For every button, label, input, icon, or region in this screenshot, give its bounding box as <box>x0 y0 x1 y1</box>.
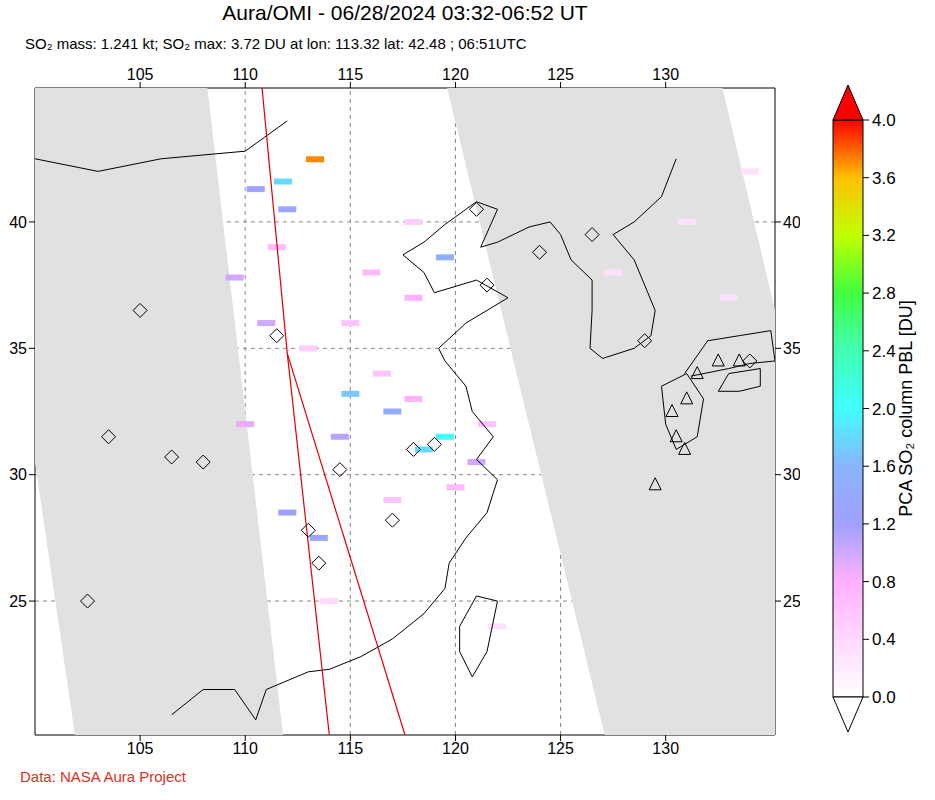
svg-text:0.4: 0.4 <box>872 630 896 649</box>
svg-text:3.6: 3.6 <box>872 169 896 188</box>
svg-text:1.2: 1.2 <box>872 515 896 534</box>
svg-text:3.2: 3.2 <box>872 226 896 245</box>
svg-text:35: 35 <box>783 340 800 357</box>
svg-text:110: 110 <box>232 740 258 757</box>
svg-text:120: 120 <box>442 740 469 757</box>
svg-text:30: 30 <box>9 466 27 483</box>
svg-text:105: 105 <box>127 740 154 757</box>
svg-text:PCA SO₂ column PBL [DU]: PCA SO₂ column PBL [DU] <box>896 300 916 516</box>
svg-text:35: 35 <box>9 340 27 357</box>
html-text:Aura/OMI - 06/28/2024 03:32-06: Aura/OMI - 06/28/2024 03:32-06:52 UT <box>222 1 588 24</box>
svg-text:1.6: 1.6 <box>872 457 896 476</box>
html-text:SO₂ mass: 1.241 kt; SO₂ max: 3: SO₂ mass: 1.241 kt; SO₂ max: 3.72 DU at … <box>25 35 527 52</box>
svg-text:130: 130 <box>652 66 679 83</box>
svg-text:125: 125 <box>547 66 574 83</box>
svg-text:2.8: 2.8 <box>872 284 896 303</box>
svg-text:115: 115 <box>338 66 364 83</box>
svg-text:40: 40 <box>9 214 27 231</box>
svg-text:30: 30 <box>783 466 800 483</box>
svg-text:25: 25 <box>9 593 27 610</box>
html-text:Data: NASA Aura Project: Data: NASA Aura Project <box>20 768 186 785</box>
svg-text:2.4: 2.4 <box>872 342 896 361</box>
svg-text:110: 110 <box>232 66 258 83</box>
svg-text:115: 115 <box>338 740 364 757</box>
svg-text:0.0: 0.0 <box>872 688 896 707</box>
svg-text:130: 130 <box>652 740 679 757</box>
svg-text:120: 120 <box>442 66 469 83</box>
svg-text:125: 125 <box>547 740 574 757</box>
svg-text:25: 25 <box>783 593 800 610</box>
svg-text:40: 40 <box>783 214 800 231</box>
svg-text:2.0: 2.0 <box>872 400 896 419</box>
svg-text:105: 105 <box>127 66 154 83</box>
svg-text:4.0: 4.0 <box>872 111 896 130</box>
svg-text:0.8: 0.8 <box>872 573 896 592</box>
